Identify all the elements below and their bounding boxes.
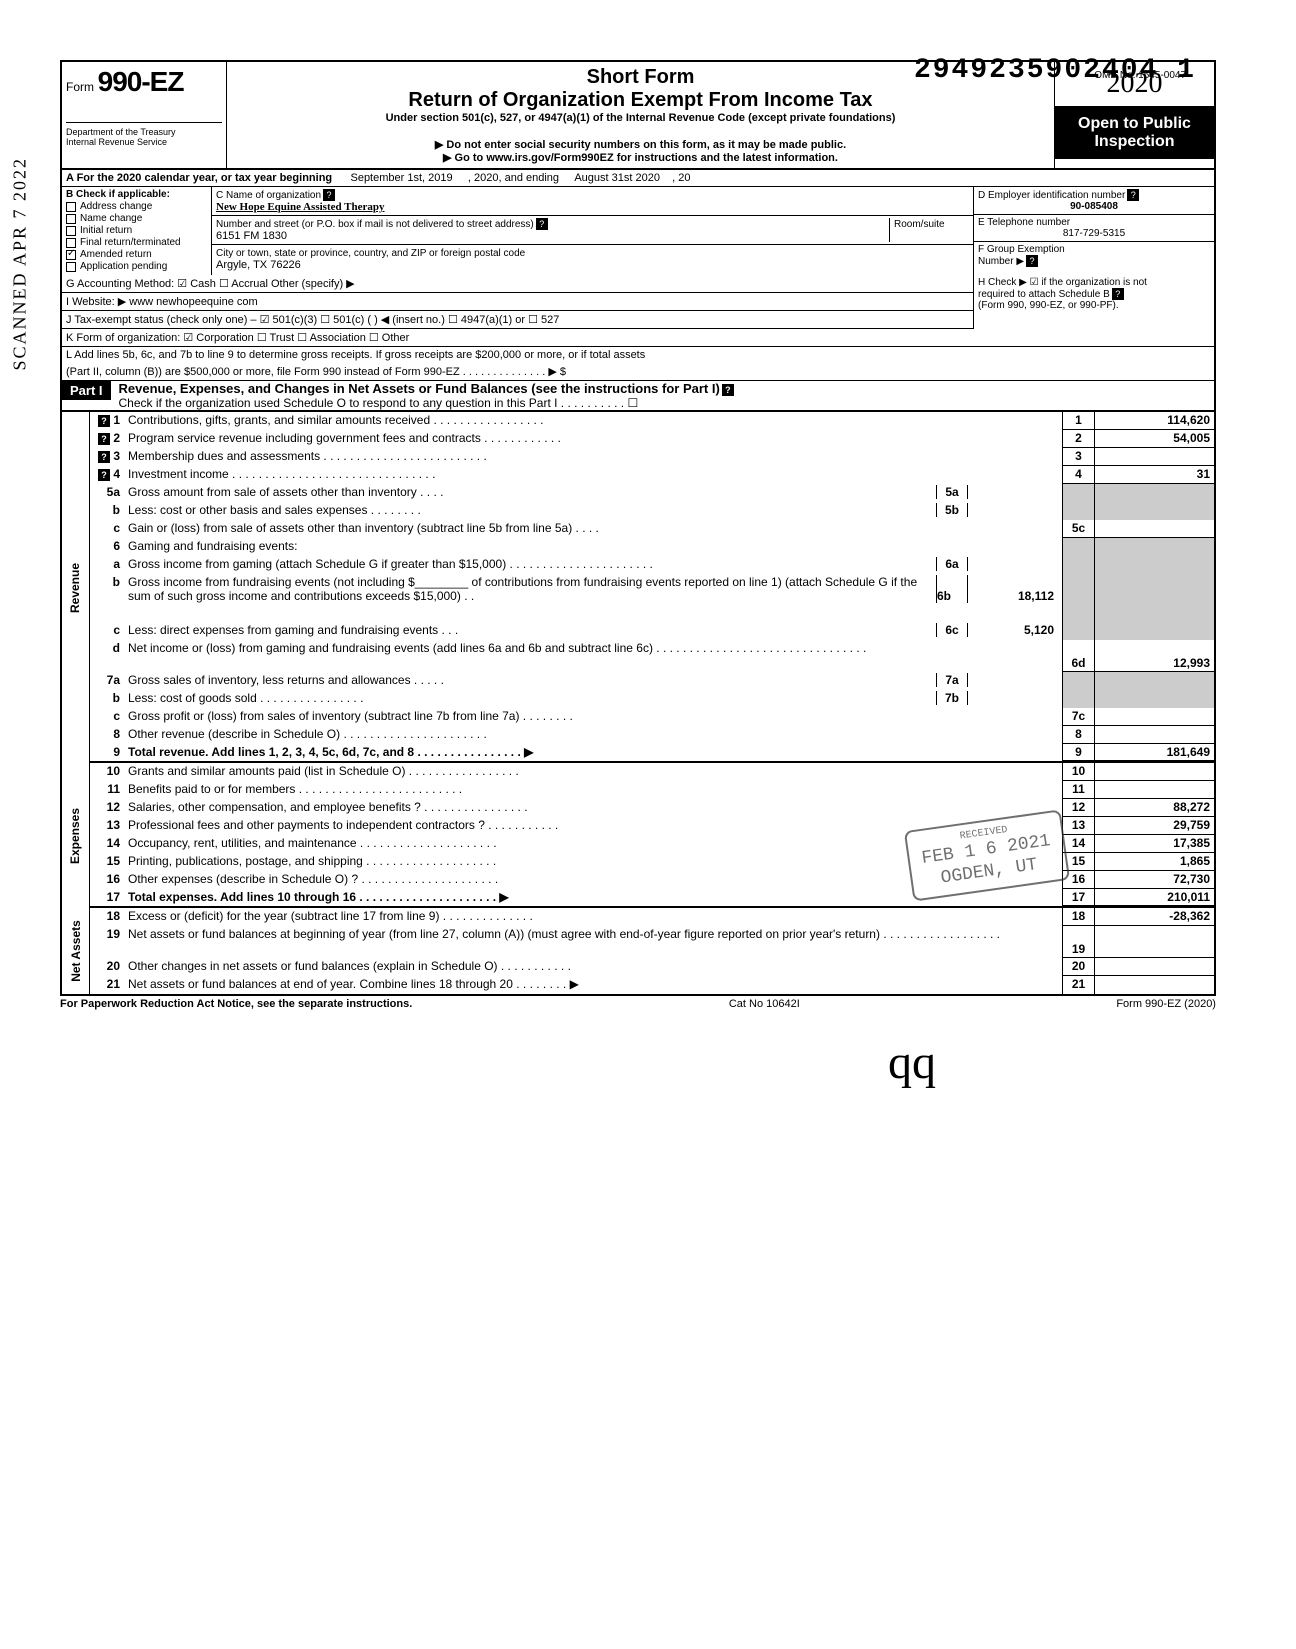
row-j-status: J Tax-exempt status (check only one) – ☑…: [62, 311, 974, 329]
row-g-accounting: G Accounting Method: ☑ Cash ☐ Accrual Ot…: [62, 275, 974, 293]
addr-label: Number and street (or P.O. box if mail i…: [216, 219, 534, 230]
phone-label: E Telephone number: [978, 217, 1070, 228]
section-netassets: Net Assets: [69, 920, 83, 982]
room-label: Room/suite: [894, 219, 945, 230]
website-note: ▶ Go to www.irs.gov/Form990EZ for instru…: [235, 151, 1046, 164]
row-i-website: I Website: ▶ www newhopeequine com: [62, 293, 974, 311]
form-prefix: Form: [66, 80, 94, 94]
chk-pending[interactable]: Application pending: [80, 261, 167, 272]
part-1-table: Revenue ? 1Contributions, gifts, grants,…: [60, 412, 1216, 996]
help-icon[interactable]: ?: [323, 189, 335, 201]
section-expenses: Expenses: [69, 807, 83, 863]
chk-final[interactable]: Final return/terminated: [80, 237, 181, 248]
row-h-1: H Check ▶ ☑ if the organization is not: [978, 277, 1210, 288]
part-1-header: Part I Revenue, Expenses, and Changes in…: [60, 381, 1216, 412]
chk-amended[interactable]: Amended return: [80, 249, 152, 260]
row-l2: (Part II, column (B)) are $500,000 or mo…: [60, 363, 1216, 381]
group-exemption-label: F Group Exemption: [978, 244, 1065, 255]
ssn-note: ▶ Do not enter social security numbers o…: [235, 138, 1046, 151]
addr: 6151 FM 1830: [216, 230, 287, 242]
ein: 90-085408: [978, 201, 1210, 212]
form-number: 990-EZ: [98, 66, 184, 97]
col-b-checkboxes: B Check if applicable: Address change Na…: [62, 187, 212, 275]
omb-number: OMB No. 1545-0047: [1094, 70, 1186, 81]
help-icon[interactable]: ?: [1026, 255, 1038, 267]
return-title: Return of Organization Exempt From Incom…: [235, 89, 1046, 112]
dept-label: Department of the Treasury Internal Reve…: [66, 122, 222, 147]
name-label: C Name of organization: [216, 190, 321, 201]
org-name: New Hope Equine Assisted Therapy: [216, 201, 385, 213]
row-h-3: (Form 990, 990-EZ, or 990-PF).: [978, 300, 1210, 311]
chk-initial[interactable]: Initial return: [80, 225, 132, 236]
city: Argyle, TX 76226: [216, 259, 301, 271]
scanned-stamp: SCANNED APR 7 2022: [10, 157, 31, 371]
initials: qq: [888, 1035, 936, 1090]
row-k-org-form: K Form of organization: ☑ Corporation ☐ …: [60, 329, 1216, 347]
chk-address[interactable]: Address change: [80, 201, 152, 212]
city-label: City or town, state or province, country…: [216, 248, 525, 259]
page-footer: For Paperwork Reduction Act Notice, see …: [60, 998, 1216, 1010]
help-icon[interactable]: ?: [1127, 189, 1139, 201]
open-to-public: Open to Public Inspection: [1055, 107, 1214, 159]
help-icon[interactable]: ?: [536, 218, 548, 230]
chk-name[interactable]: Name change: [80, 213, 142, 224]
ein-label: D Employer identification number: [978, 190, 1125, 201]
phone: 817-729-5315: [978, 228, 1210, 239]
meta-grid: B Check if applicable: Address change Na…: [60, 187, 1216, 275]
help-icon[interactable]: ?: [722, 384, 734, 396]
row-l1: L Add lines 5b, 6c, and 7b to line 9 to …: [60, 347, 1216, 363]
section-revenue: Revenue: [69, 562, 83, 612]
row-a-tax-year: A For the 2020 calendar year, or tax yea…: [60, 170, 1216, 187]
row-h-2: required to attach Schedule B?: [978, 288, 1210, 300]
under-section: Under section 501(c), 527, or 4947(a)(1)…: [235, 112, 1046, 124]
